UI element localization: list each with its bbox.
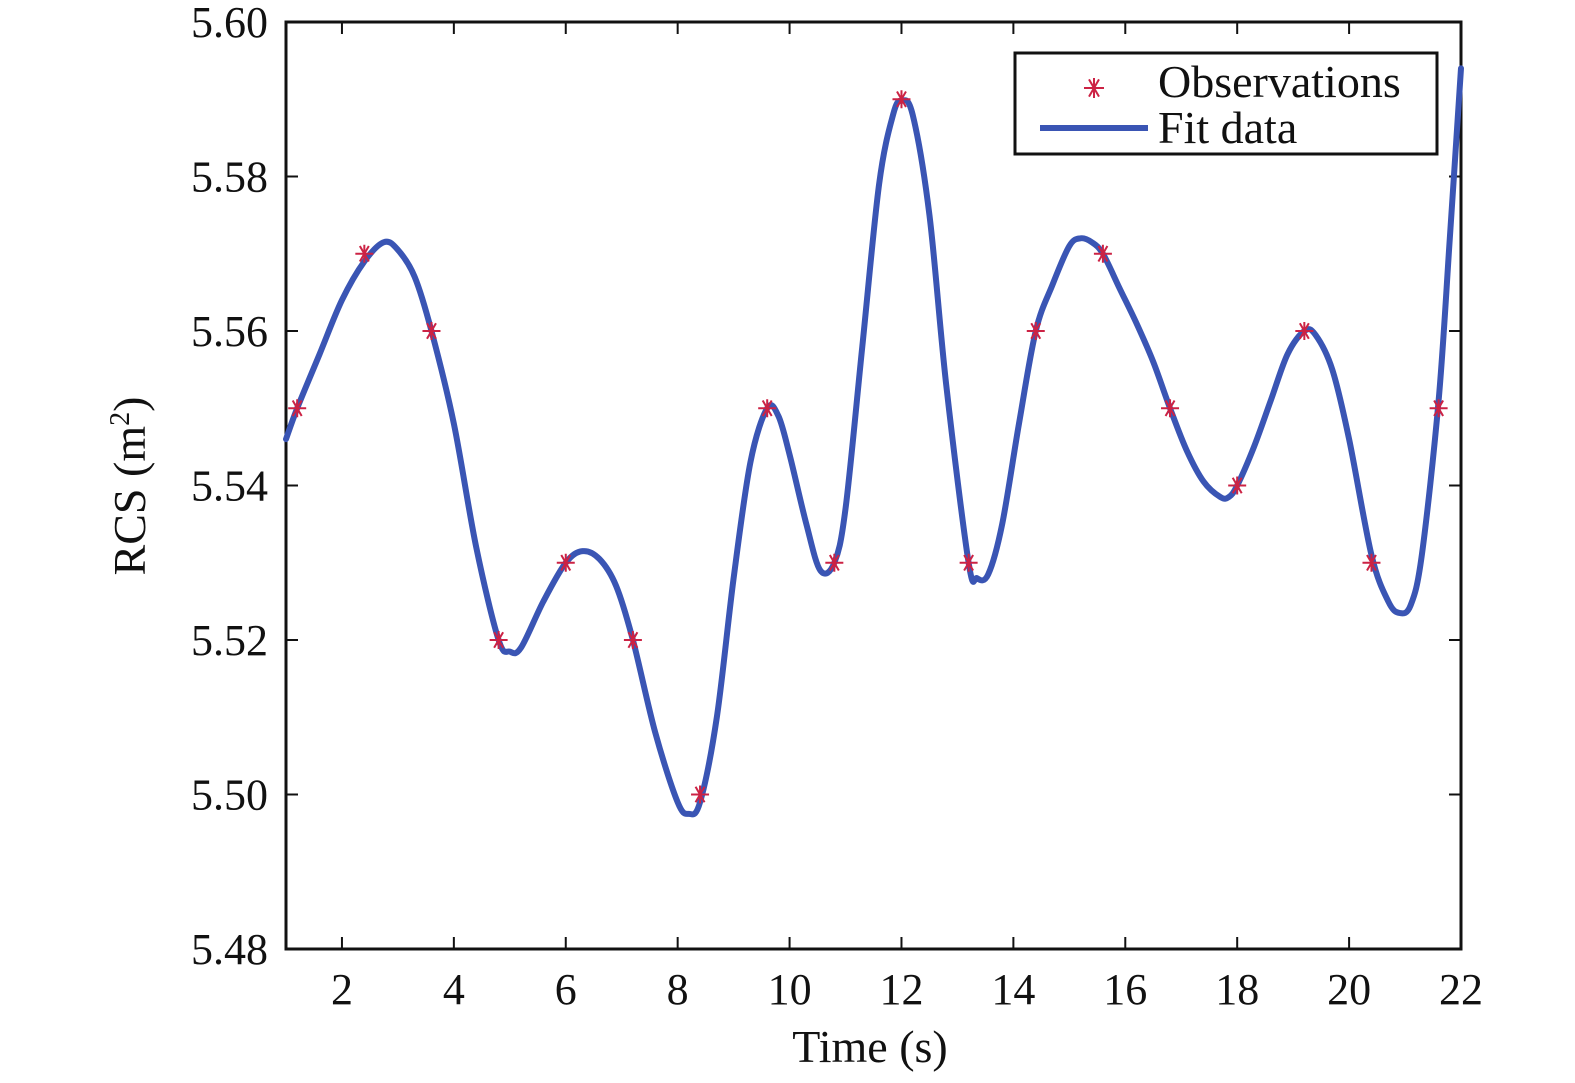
observation-point	[422, 322, 441, 340]
x-tick-label: 12	[879, 965, 923, 1014]
legend-label-observations: Observations	[1158, 56, 1401, 107]
observation-point	[825, 553, 844, 572]
x-tick-label: 10	[768, 965, 812, 1014]
observation-point	[1295, 322, 1314, 340]
observation-point	[959, 553, 978, 572]
y-tick-label: 5.52	[191, 616, 268, 665]
observation-point	[1228, 476, 1247, 495]
y-axis-title-close: )	[104, 397, 155, 412]
legend-observation-star	[1084, 78, 1104, 98]
observation-point	[355, 244, 374, 263]
legend-observations-marker	[1084, 78, 1104, 98]
x-tick-label: 6	[555, 965, 577, 1014]
observation-point	[1093, 244, 1112, 263]
y-tick-label: 5.58	[191, 153, 268, 202]
x-tick-label: 4	[443, 965, 465, 1014]
observation-point	[1362, 553, 1381, 572]
y-tick-label: 5.56	[191, 307, 268, 356]
legend: Observations Fit data	[1013, 51, 1439, 156]
x-tick-label: 2	[331, 965, 353, 1014]
observation-point	[1026, 322, 1045, 340]
y-tick-label: 5.50	[191, 771, 268, 820]
x-axis-title: Time (s)	[792, 1021, 948, 1072]
observation-point	[691, 785, 710, 804]
x-tick-label: 20	[1327, 965, 1371, 1014]
y-tick-label: 5.48	[191, 925, 268, 974]
x-tick-label: 16	[1103, 965, 1147, 1014]
y-tick-label: 5.60	[191, 0, 268, 47]
x-tick-labels: 2 4 6 8 10 12 14 16 18 20 22	[331, 965, 1483, 1014]
observations-layer	[288, 90, 1448, 804]
y-tick-labels: 5.48 5.50 5.52 5.54 5.56 5.58 5.60	[191, 0, 268, 974]
observation-point	[892, 90, 911, 109]
x-tick-label: 18	[1215, 965, 1259, 1014]
legend-box	[1013, 51, 1439, 156]
x-tick-label: 22	[1439, 965, 1483, 1014]
observation-point	[556, 553, 575, 572]
fit-data-line	[283, 65, 1464, 818]
legend-label-fit-data: Fit data	[1158, 102, 1297, 153]
x-tick-label: 8	[667, 965, 689, 1014]
observation-point	[288, 399, 307, 418]
fit-data-layer	[283, 65, 1464, 818]
x-tick-label: 14	[991, 965, 1035, 1014]
y-axis-title: RCS (m2)	[104, 397, 155, 576]
observation-point	[1429, 399, 1448, 418]
y-axis-title-superscript: 2	[105, 412, 136, 426]
plot-frame	[284, 20, 1463, 951]
observation-point	[1161, 399, 1180, 418]
y-axis-title-main: RCS (m	[104, 426, 155, 576]
y-tick-label: 5.54	[191, 462, 268, 511]
observation-point	[489, 631, 508, 649]
observation-point	[758, 399, 777, 418]
observation-point	[623, 631, 642, 649]
